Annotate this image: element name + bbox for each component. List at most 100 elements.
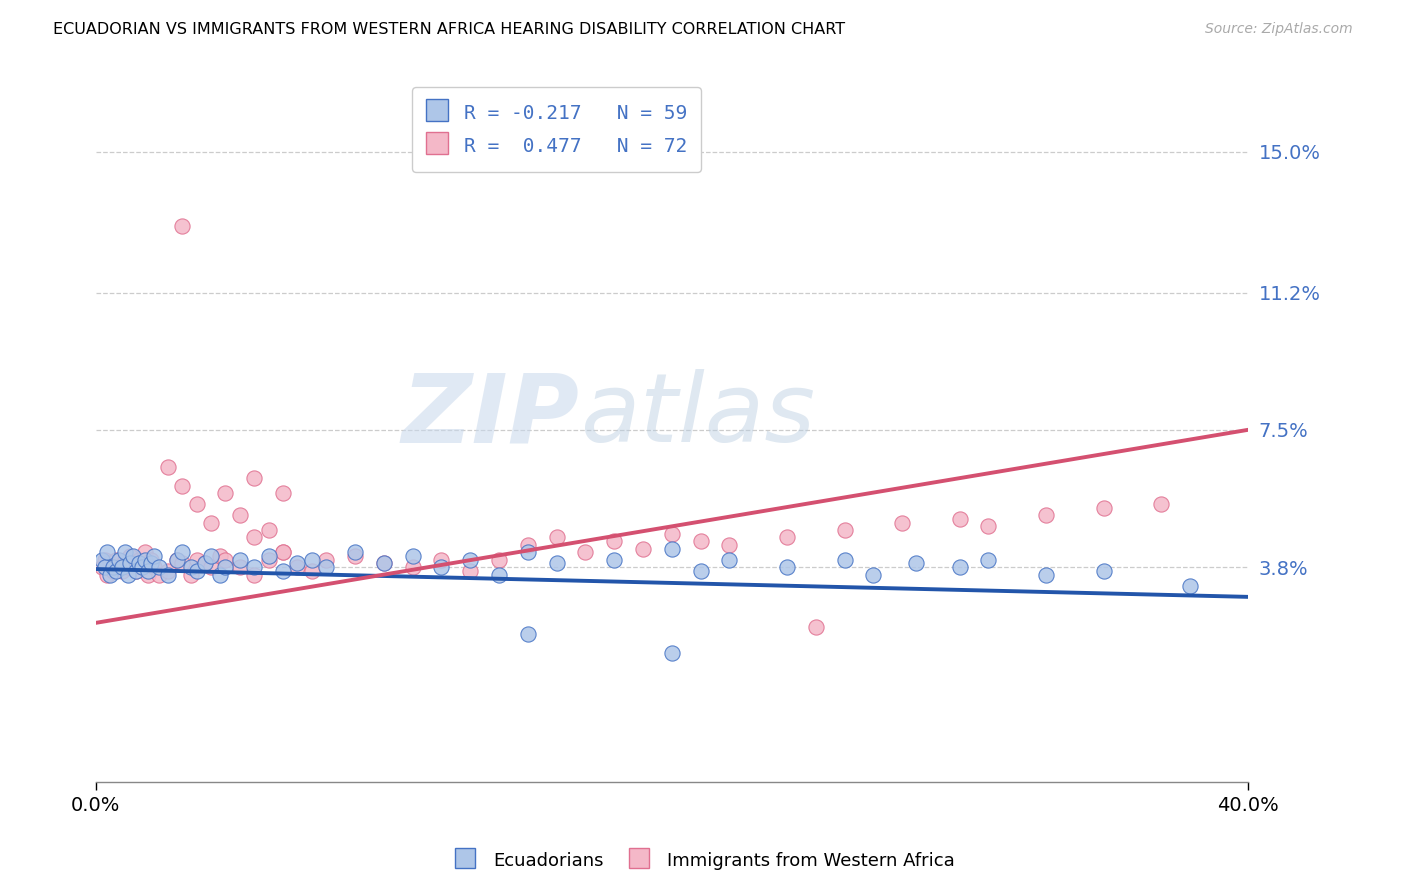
Point — [139, 553, 162, 567]
Point — [243, 531, 266, 545]
Point — [1178, 579, 1201, 593]
Point — [156, 460, 179, 475]
Point — [862, 567, 884, 582]
Point — [516, 538, 538, 552]
Point — [949, 512, 972, 526]
Point — [117, 567, 139, 582]
Point — [208, 549, 231, 563]
Point — [186, 497, 208, 511]
Point — [200, 549, 222, 563]
Point — [194, 557, 217, 571]
Point — [243, 560, 266, 574]
Point — [200, 560, 222, 574]
Point — [93, 560, 115, 574]
Point — [661, 646, 683, 660]
Point — [373, 557, 395, 571]
Point — [257, 523, 280, 537]
Legend: R = -0.217   N = 59, R =  0.477   N = 72: R = -0.217 N = 59, R = 0.477 N = 72 — [412, 87, 702, 171]
Point — [90, 553, 112, 567]
Point — [776, 531, 799, 545]
Point — [111, 564, 134, 578]
Point — [172, 478, 194, 492]
Text: atlas: atlas — [579, 369, 814, 462]
Point — [117, 560, 139, 574]
Point — [180, 567, 202, 582]
Point — [271, 486, 294, 500]
Point — [271, 545, 294, 559]
Point — [156, 564, 179, 578]
Point — [287, 557, 309, 571]
Point — [98, 557, 121, 571]
Point — [200, 516, 222, 530]
Point — [142, 549, 165, 563]
Point — [344, 545, 367, 559]
Point — [96, 567, 118, 582]
Point — [103, 560, 125, 574]
Point — [661, 541, 683, 556]
Legend: Ecuadorians, Immigrants from Western Africa: Ecuadorians, Immigrants from Western Afr… — [444, 842, 962, 879]
Point — [804, 619, 827, 633]
Point — [180, 560, 202, 574]
Point — [458, 553, 481, 567]
Point — [401, 549, 423, 563]
Point — [128, 553, 150, 567]
Point — [430, 553, 453, 567]
Point — [214, 553, 236, 567]
Point — [122, 557, 145, 571]
Point — [243, 567, 266, 582]
Point — [1035, 567, 1057, 582]
Point — [108, 553, 131, 567]
Point — [718, 538, 741, 552]
Point — [257, 549, 280, 563]
Point — [905, 557, 928, 571]
Point — [1092, 564, 1115, 578]
Point — [172, 545, 194, 559]
Point — [1035, 508, 1057, 523]
Point — [131, 560, 153, 574]
Point — [214, 560, 236, 574]
Point — [603, 553, 626, 567]
Point — [301, 553, 323, 567]
Point — [131, 560, 153, 574]
Point — [1150, 497, 1173, 511]
Point — [776, 560, 799, 574]
Point — [271, 564, 294, 578]
Point — [93, 553, 115, 567]
Point — [834, 523, 856, 537]
Point — [166, 553, 188, 567]
Point — [689, 534, 711, 549]
Point — [546, 557, 568, 571]
Point — [166, 553, 188, 567]
Point — [186, 564, 208, 578]
Point — [172, 219, 194, 233]
Point — [401, 560, 423, 574]
Point — [631, 541, 654, 556]
Point — [122, 549, 145, 563]
Point — [344, 549, 367, 563]
Point — [105, 553, 128, 567]
Point — [120, 557, 142, 571]
Point — [458, 564, 481, 578]
Point — [128, 557, 150, 571]
Point — [949, 560, 972, 574]
Point — [287, 560, 309, 574]
Point — [718, 553, 741, 567]
Point — [603, 534, 626, 549]
Point — [103, 564, 125, 578]
Point — [661, 526, 683, 541]
Point — [891, 516, 914, 530]
Point — [111, 560, 134, 574]
Point — [315, 560, 337, 574]
Point — [125, 564, 148, 578]
Point — [689, 564, 711, 578]
Point — [574, 545, 596, 559]
Point — [977, 519, 1000, 533]
Point — [114, 545, 136, 559]
Text: Source: ZipAtlas.com: Source: ZipAtlas.com — [1205, 22, 1353, 37]
Point — [430, 560, 453, 574]
Point — [156, 567, 179, 582]
Point — [98, 567, 121, 582]
Point — [229, 508, 252, 523]
Point — [373, 557, 395, 571]
Point — [1092, 500, 1115, 515]
